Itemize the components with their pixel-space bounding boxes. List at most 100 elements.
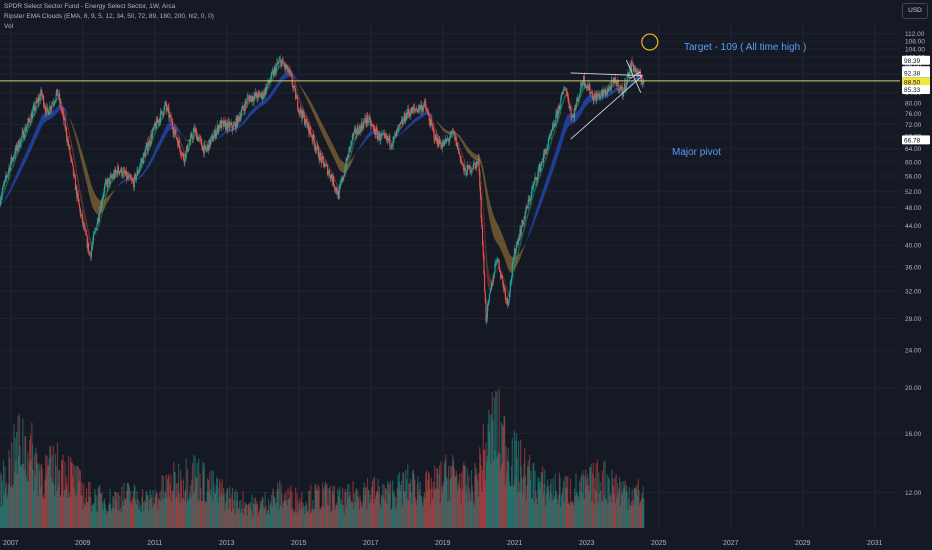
- candle-body: [562, 89, 565, 93]
- volume-bar: [22, 418, 24, 528]
- ema-cloud-segment: [123, 179, 124, 183]
- volume-bar: [479, 447, 481, 528]
- volume-bar: [556, 499, 558, 528]
- candle-body: [259, 92, 261, 95]
- ema-cloud-segment: [270, 81, 272, 86]
- price-label: 92.38: [904, 71, 921, 78]
- ema-cloud-segment: [105, 197, 107, 206]
- candle-body: [273, 69, 275, 76]
- ema-cloud-segment: [483, 201, 484, 226]
- candle-body: [196, 130, 198, 140]
- candle-body: [88, 242, 90, 253]
- ema-cloud-segment: [542, 188, 544, 201]
- candle-body: [342, 176, 344, 180]
- candle-body: [209, 139, 211, 147]
- candle-body: [74, 174, 76, 178]
- y-tick-label: 104.00: [905, 46, 925, 53]
- candle-body: [172, 127, 174, 133]
- volume-bar: [321, 506, 323, 528]
- candle-body: [256, 97, 259, 99]
- ema-cloud-segment: [31, 137, 33, 149]
- ema-cloud-segment: [525, 218, 527, 227]
- candle-body: [401, 120, 403, 125]
- candle-body: [61, 110, 63, 112]
- candle-body: [641, 81, 643, 85]
- indicator-legend[interactable]: Ripster EMA Clouds (EMA, 8, 9, 5, 12, 34…: [4, 13, 214, 20]
- candle-body: [622, 91, 624, 97]
- candle-body: [343, 175, 345, 177]
- candle-body: [416, 109, 419, 113]
- candle-body: [288, 69, 290, 73]
- candle-body: [46, 107, 48, 109]
- pivot-annotation[interactable]: Major pivot: [672, 147, 721, 158]
- volume-bar: [73, 488, 75, 528]
- volume-bar: [454, 476, 456, 528]
- candle-body: [490, 289, 492, 292]
- ema-cloud-segment: [27, 129, 28, 135]
- ema-cloud-segment: [495, 273, 496, 278]
- volume-bar: [29, 434, 32, 528]
- ema-cloud-segment: [337, 184, 339, 191]
- ema-cloud-segment: [10, 168, 12, 176]
- volume-bar: [279, 480, 281, 528]
- candle-body: [370, 123, 372, 126]
- ema-cloud-segment: [443, 128, 445, 133]
- ema-cloud-segment: [519, 242, 520, 252]
- ema-cloud-segment: [33, 132, 35, 144]
- volume-bar: [464, 465, 466, 528]
- volume-bar: [508, 481, 511, 528]
- volume-bar: [416, 483, 419, 528]
- candle-body: [509, 282, 511, 294]
- volume-bar: [10, 485, 12, 528]
- ema-cloud-segment: [563, 123, 565, 139]
- ema-cloud-segment: [558, 141, 559, 157]
- volume-bar: [224, 510, 226, 528]
- candle-body: [367, 115, 369, 123]
- volume-bar: [213, 483, 215, 528]
- ema-cloud-segment: [319, 117, 320, 129]
- target-annotation[interactable]: Target - 109 ( All time high ): [684, 42, 807, 53]
- candle-body: [264, 87, 266, 96]
- candle-body: [281, 59, 284, 62]
- ema-cloud-segment: [96, 232, 97, 236]
- volume-legend[interactable]: Vol: [4, 23, 14, 30]
- candle-body: [530, 196, 532, 198]
- volume-bar: [623, 488, 625, 528]
- candle-body: [214, 129, 216, 138]
- candle-body: [56, 89, 59, 95]
- volume-bar: [390, 509, 392, 528]
- ema-cloud-segment: [204, 140, 206, 142]
- candle-body: [281, 61, 283, 67]
- ema-cloud-segment: [571, 105, 573, 111]
- ema-cloud-segment: [168, 123, 169, 132]
- trend-line: [570, 75, 643, 140]
- ema-cloud-segment: [166, 125, 167, 135]
- ema-cloud-segment: [354, 136, 356, 144]
- volume-bar: [411, 503, 413, 528]
- volume-bar: [259, 508, 261, 528]
- candle-body: [462, 164, 464, 166]
- volume-bar: [441, 486, 443, 528]
- volume-bar: [364, 487, 367, 528]
- candle-body: [224, 120, 226, 122]
- candle-body: [133, 175, 135, 188]
- ema-cloud-segment: [111, 179, 113, 184]
- ema-cloud-segment: [369, 131, 370, 138]
- currency-button[interactable]: USD: [902, 3, 928, 19]
- volume-bar: [176, 496, 178, 528]
- candle-body: [139, 162, 142, 166]
- ema-cloud-segment: [13, 180, 14, 187]
- ema-cloud-segment: [507, 248, 509, 269]
- ema-cloud-segment: [301, 86, 302, 90]
- ema-cloud-segment: [269, 94, 270, 100]
- candle-body: [405, 119, 407, 122]
- candle-body: [583, 75, 585, 84]
- candle-body: [444, 138, 446, 141]
- volume-bar: [594, 477, 596, 528]
- volume-bar: [452, 455, 454, 528]
- candle-body: [477, 161, 479, 164]
- ema-cloud-segment: [474, 166, 475, 167]
- volume-bar: [33, 491, 35, 528]
- candle-body: [596, 93, 599, 97]
